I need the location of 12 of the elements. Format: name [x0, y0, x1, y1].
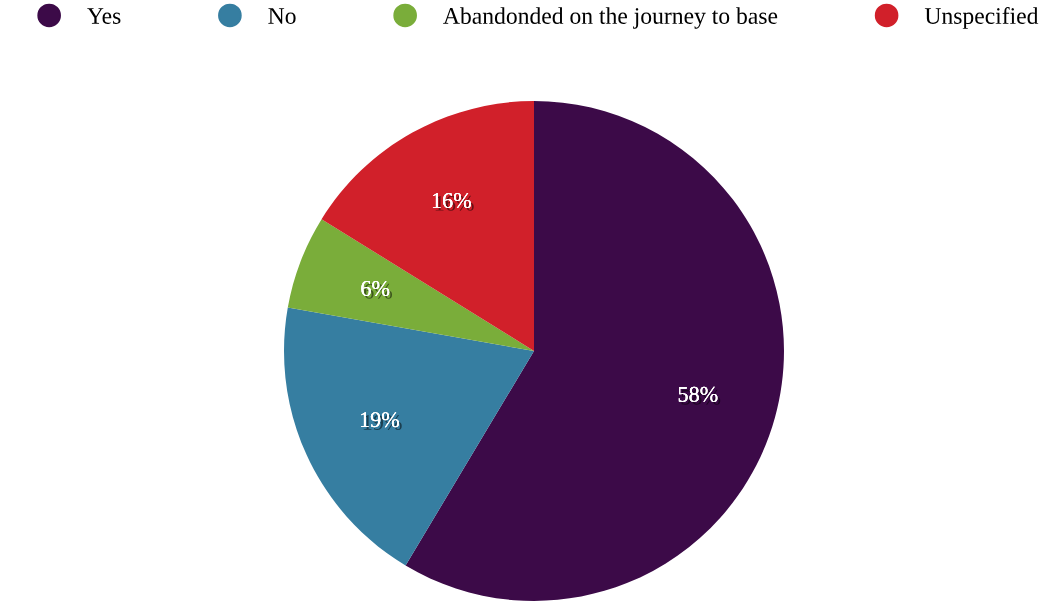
legend-label: Unspecified — [924, 7, 1039, 29]
legend-label: Yes — [87, 8, 121, 24]
data-label: 19% — [360, 412, 402, 431]
pie-slice — [405, 101, 784, 601]
data-label: 58% — [678, 386, 721, 405]
pie-slice — [321, 101, 534, 351]
data-label: 16% — [432, 193, 474, 211]
data-label: 6% — [361, 280, 393, 299]
legend-label: Abandonded on the journey to base — [443, 7, 778, 29]
legend-label: No — [268, 8, 296, 24]
pie-slice — [287, 219, 534, 351]
pie-slice — [284, 307, 534, 566]
